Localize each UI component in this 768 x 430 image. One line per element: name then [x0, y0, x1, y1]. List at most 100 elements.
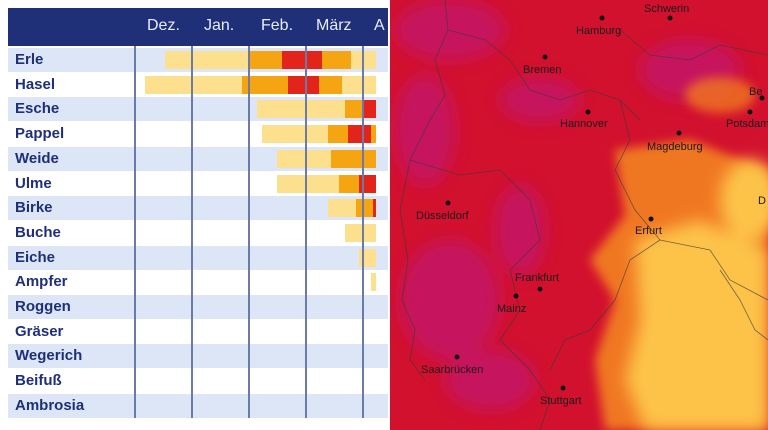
city-label: Magdeburg	[647, 141, 703, 153]
city-bremen: Bremen	[523, 54, 562, 76]
month-label-dec: Dez.	[147, 17, 180, 34]
plant-row	[8, 369, 388, 394]
city-label: Erfurt	[635, 225, 662, 237]
plant-label: Erle	[15, 51, 44, 68]
plant-label: Wegerich	[15, 347, 83, 365]
city-label: Saarbrücken	[421, 364, 483, 376]
plant-label: Ambrosia	[15, 396, 85, 414]
city-dot	[542, 54, 548, 60]
pollen-segment	[339, 174, 360, 193]
pollen-segment	[370, 273, 377, 292]
plant-label: Pappel	[15, 125, 65, 143]
city-label: Frankfurt	[515, 272, 559, 284]
city-dot	[445, 200, 451, 206]
pollen-segment	[322, 51, 351, 69]
gridline-feb	[248, 46, 250, 418]
plant-row	[8, 393, 388, 418]
plant-label: Beifuß	[15, 372, 62, 390]
city-label: D	[758, 195, 766, 207]
month-label-jan: Jan.	[204, 17, 235, 34]
city-dot	[676, 130, 682, 136]
pollen-segment	[276, 174, 340, 193]
city-dot	[599, 15, 605, 21]
plant-row	[8, 319, 388, 344]
city-dresden: D	[758, 195, 766, 207]
pollen-segment	[342, 75, 377, 94]
city-label: Hamburg	[576, 25, 621, 37]
city-saarbruecken: Saarbrücken	[421, 354, 483, 376]
city-dot	[560, 385, 566, 391]
gridline-mar	[305, 46, 307, 418]
pollen-segment	[262, 125, 328, 144]
map-svg	[390, 0, 768, 430]
city-label: Be	[749, 86, 762, 98]
pollen-segment	[282, 51, 323, 69]
pollen-segment	[319, 75, 343, 94]
city-dot	[513, 293, 519, 299]
city-hamburg: Hamburg	[576, 15, 621, 37]
month-label-mar: März	[316, 17, 352, 34]
city-magdeburg: Magdeburg	[647, 130, 703, 153]
city-mainz: Mainz	[497, 293, 526, 315]
plant-label: Buche	[15, 223, 61, 241]
pollen-segment	[356, 199, 374, 218]
plant-row	[8, 245, 388, 270]
pollen-segment	[256, 100, 345, 119]
city-label: Hannover	[560, 118, 608, 130]
pollen-segment	[344, 100, 362, 119]
city-potsdam: Potsdam	[726, 109, 768, 130]
pollen-segment	[145, 75, 243, 94]
pollen-segment	[248, 51, 283, 69]
city-dot	[747, 109, 753, 115]
gridline-jan	[191, 46, 193, 418]
plant-label: Esche	[15, 100, 60, 118]
pollen-segment	[330, 149, 377, 168]
plant-row	[8, 196, 388, 221]
map-city-overlay: Schwerin Hamburg Bremen Hannover Magdebu…	[416, 3, 768, 407]
plant-row	[8, 295, 388, 319]
state-borders	[399, 0, 768, 430]
month-header	[8, 8, 388, 46]
city-dot	[648, 216, 654, 222]
pollen-segment	[327, 125, 348, 144]
city-berlin: Be	[749, 86, 765, 101]
panel-divider	[388, 0, 390, 430]
city-label: Stuttgart	[540, 395, 582, 407]
low-intensity-zones	[625, 160, 768, 430]
plant-label: Eiche	[15, 248, 56, 266]
city-schwerin: Schwerin	[644, 3, 689, 21]
pollen-segment	[165, 51, 248, 69]
plant-label: Weide	[15, 149, 59, 167]
pollen-segment	[276, 149, 331, 168]
pollen-segment	[344, 223, 377, 242]
city-erfurt: Erfurt	[635, 216, 662, 237]
city-dot	[759, 95, 765, 101]
plant-row	[8, 344, 388, 369]
pollen-segment	[347, 125, 371, 144]
city-duesseldorf: Düsseldorf	[416, 200, 470, 222]
city-label: Schwerin	[644, 3, 689, 15]
plant-label: Ampfer	[15, 273, 68, 291]
pollen-segment	[242, 75, 288, 94]
city-stuttgart: Stuttgart	[540, 385, 582, 407]
city-frankfurt: Frankfurt	[515, 272, 559, 292]
month-label-apr: A	[374, 17, 385, 34]
plant-label: Birke	[15, 199, 53, 217]
pollen-segment	[370, 125, 377, 144]
plant-label: Ulme	[15, 174, 52, 192]
month-label-feb: Feb.	[261, 17, 294, 34]
gridline-dec	[134, 46, 136, 418]
plant-row	[8, 220, 388, 245]
city-label: Mainz	[497, 303, 526, 315]
pollen-calendar: Dez. Jan. Feb. März A Erle Hasel Esche Papp…	[8, 8, 388, 418]
city-dot	[667, 15, 673, 21]
city-dot	[537, 286, 543, 292]
city-dot	[454, 354, 460, 360]
city-label: Bremen	[523, 64, 562, 76]
plant-label: Gräser	[15, 322, 64, 340]
pollen-segment	[362, 100, 377, 119]
city-label: Potsdam	[726, 118, 768, 130]
gridline-apr	[362, 46, 364, 418]
pollen-map: Schwerin Hamburg Bremen Hannover Magdebu…	[390, 0, 768, 430]
pollen-segment	[287, 75, 320, 94]
